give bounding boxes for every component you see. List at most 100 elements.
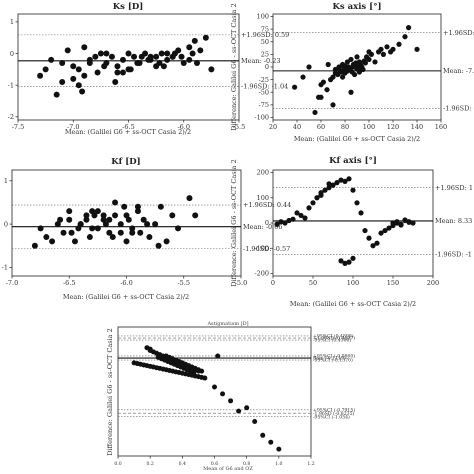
y-tick-label: 0 (10, 50, 14, 58)
data-point (86, 56, 93, 63)
reference-line-label: Mean: -0.23 (241, 57, 281, 65)
data-point (68, 229, 75, 236)
data-point (109, 234, 116, 241)
data-point (406, 219, 412, 225)
data-point (338, 258, 344, 264)
data-point (129, 225, 136, 232)
data-point (396, 41, 402, 47)
data-point (402, 34, 408, 40)
data-point (410, 220, 416, 226)
data-point (75, 82, 82, 89)
data-point (336, 64, 342, 70)
data-point (134, 203, 141, 210)
panel-kf-axis: Kf axis [°] +1.96SD: 1 Mean: 8.33 -1.96SD:… (230, 156, 473, 308)
data-point (306, 205, 312, 211)
data-point (175, 225, 182, 232)
reference-line-label: +95%CI (0.4899) (313, 333, 354, 340)
data-point (125, 216, 132, 223)
data-point (220, 391, 226, 397)
data-point (79, 88, 86, 95)
data-point (318, 94, 324, 100)
panel-ks-axis: Ks axis [°] +1.96SD: 6 Mean: -7.7 -1.96SD:… (230, 2, 474, 143)
data-point (153, 63, 160, 70)
y-tick-label: -2 (8, 113, 14, 121)
data-point (290, 216, 296, 222)
data-point (276, 446, 282, 452)
data-point (71, 238, 78, 245)
data-point (326, 185, 332, 191)
data-point (208, 66, 215, 73)
data-point (57, 216, 64, 223)
x-tick-label: -5.5 (177, 279, 190, 287)
data-point (330, 74, 336, 80)
x-tick-label: 80 (341, 123, 349, 131)
reference-line-label: -1.96SD: -0.57 (243, 245, 290, 253)
data-point (186, 56, 193, 63)
y-tick-label: -1 (8, 81, 14, 89)
y-tick-label: 100 (257, 13, 269, 21)
data-point (354, 200, 360, 206)
reference-line-label: +95%CI (-0.0860) (313, 353, 355, 360)
x-tick-label: -5.0 (235, 279, 248, 287)
data-point (147, 346, 153, 352)
reference-line-label: Mean: -7.7 (443, 67, 474, 75)
data-point (81, 44, 88, 51)
data-point (157, 203, 164, 210)
x-tick-label: 200 (427, 279, 439, 287)
x-tick-label: -7.0 (67, 123, 80, 131)
data-point (292, 84, 298, 90)
data-point (89, 208, 96, 215)
data-point (186, 44, 193, 51)
data-point (286, 217, 292, 224)
y-tick-label: 1 (4, 177, 8, 185)
data-point (81, 72, 88, 79)
data-point (163, 238, 170, 245)
data-point (102, 221, 109, 228)
data-point (194, 60, 201, 67)
data-point (131, 53, 138, 60)
reference-line-label: Mean: -0.06 (243, 223, 283, 231)
data-point (366, 235, 372, 241)
data-point (372, 59, 378, 65)
data-point (374, 240, 380, 246)
data-point (147, 53, 154, 60)
data-point (129, 229, 136, 236)
data-point (114, 63, 121, 70)
data-point (192, 212, 199, 219)
y-tick-label: -25 (259, 76, 269, 84)
reference-line-label: -95%CI (-0.1370) (313, 357, 353, 364)
data-point (146, 234, 153, 241)
x-tick-label: 40 (293, 123, 301, 131)
data-point (332, 66, 338, 73)
data-point (342, 178, 348, 184)
data-point (140, 216, 147, 223)
data-point (322, 187, 328, 193)
data-point (306, 64, 312, 70)
data-point (268, 439, 274, 445)
y-tick-label: -75 (259, 101, 269, 109)
data-point (215, 353, 221, 359)
data-point (108, 53, 115, 60)
data-point (312, 109, 318, 116)
data-point (274, 221, 280, 227)
panel-astigmatism-y-axis-label: Difference: Galilei G6 - ss-OCT Casia 2 (106, 328, 114, 456)
data-point (348, 56, 354, 63)
data-point (398, 222, 404, 228)
y-tick-label: -1 (2, 264, 8, 272)
panel-ks-axis-y-axis-label: Difference: Galilei G6 - ss-OCT Casia 2 (230, 3, 238, 131)
data-point (49, 238, 56, 245)
data-point (37, 225, 44, 232)
data-point (340, 74, 346, 80)
reference-line-label: Bias (-0.1119) (313, 355, 346, 362)
y-tick-label: 50 (261, 38, 269, 46)
reference-line-label: -1.96SD: -1.04 (241, 83, 288, 91)
data-point (202, 375, 208, 381)
data-point (37, 72, 44, 79)
x-tick-label: -6.5 (122, 123, 135, 131)
data-point (92, 53, 99, 60)
x-tick-label: 1.2 (307, 461, 314, 467)
data-point (302, 215, 308, 221)
x-tick-label: 60 (317, 123, 325, 131)
data-point (77, 221, 84, 228)
reference-line-label: Mean: 8.33 (435, 217, 472, 225)
